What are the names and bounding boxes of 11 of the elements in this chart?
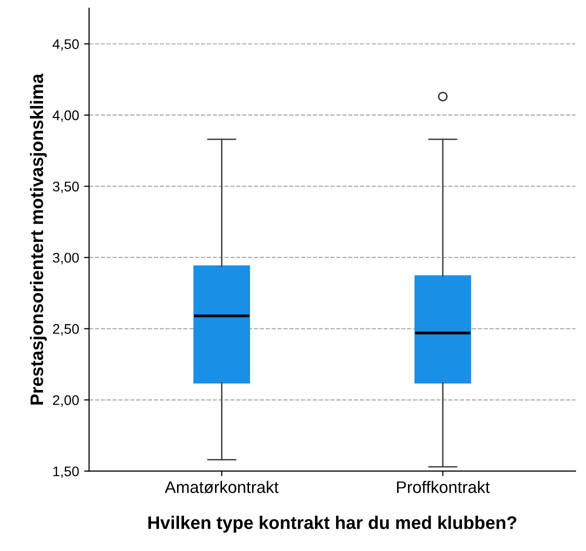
x-tick-label: Amatørkontrakt bbox=[164, 480, 279, 494]
y-tick-label: 1,50 bbox=[53, 466, 79, 478]
y-tick-label: 4,00 bbox=[52, 110, 79, 122]
y-tick-label: 2,50 bbox=[53, 324, 79, 336]
y-tick-label: 3,50 bbox=[52, 182, 79, 194]
y-tick-label: 2,00 bbox=[53, 395, 79, 407]
y-axis-title: Prestasjonsorientert motivasjonsklima bbox=[30, 73, 47, 405]
x-axis-title: Hvilken type kontrakt har du med klubben? bbox=[148, 516, 516, 533]
x-tick-label: Proffkontrakt bbox=[397, 480, 490, 494]
y-tick-label: 4,50 bbox=[52, 39, 79, 51]
y-tick-label: 3,00 bbox=[52, 252, 79, 264]
